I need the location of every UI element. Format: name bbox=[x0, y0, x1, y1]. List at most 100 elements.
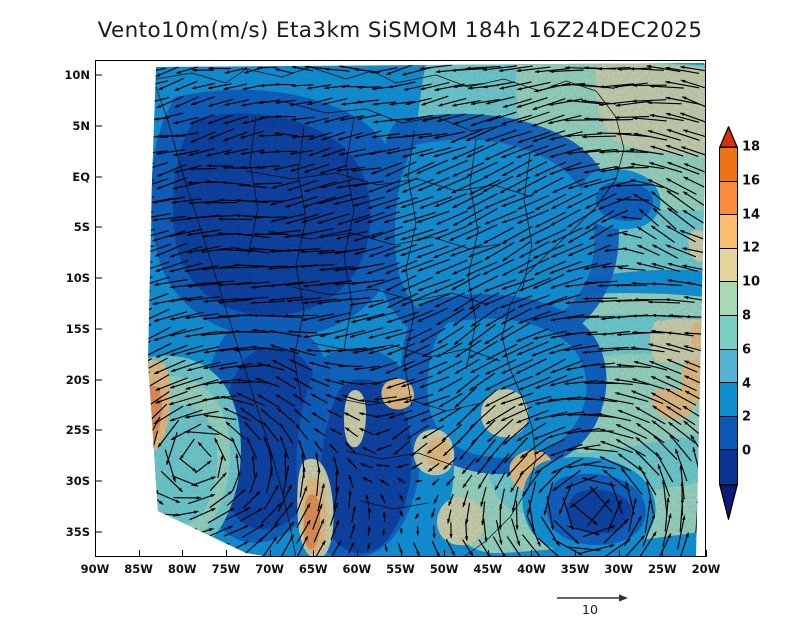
wind-vector bbox=[257, 394, 280, 408]
wind-vector bbox=[339, 380, 361, 385]
wind-vector bbox=[433, 146, 467, 158]
wind-vector bbox=[635, 406, 666, 425]
wind-vector bbox=[200, 247, 235, 254]
wind-vector bbox=[434, 193, 467, 208]
wind-vector bbox=[222, 83, 248, 90]
colorbar-band bbox=[720, 181, 737, 216]
wind-vector bbox=[168, 394, 202, 406]
wind-vector bbox=[566, 208, 597, 228]
wind-vector bbox=[266, 466, 273, 494]
colorbar-bands bbox=[719, 147, 738, 485]
wind-vector bbox=[148, 326, 171, 344]
wind-vector bbox=[515, 66, 551, 73]
wind-vector bbox=[521, 534, 545, 556]
wind-vector bbox=[681, 264, 705, 273]
wind-vector bbox=[400, 259, 434, 273]
wind-vector bbox=[470, 306, 500, 328]
wind-vector bbox=[187, 200, 220, 205]
wind-vector bbox=[503, 437, 528, 464]
wind-vector bbox=[154, 390, 188, 404]
wind-vector bbox=[516, 175, 548, 193]
wind-vector bbox=[385, 396, 413, 404]
wind-vector bbox=[442, 439, 461, 457]
wind-vector bbox=[241, 523, 265, 539]
wind-vector bbox=[452, 162, 485, 177]
wind-vector bbox=[154, 242, 187, 257]
wind-vector bbox=[353, 211, 385, 224]
wind-vector bbox=[351, 505, 356, 524]
wind-vector bbox=[435, 225, 468, 240]
wind-vector bbox=[289, 163, 316, 172]
wind-vector bbox=[549, 260, 583, 274]
wind-vector bbox=[518, 376, 551, 391]
wind-vector bbox=[482, 81, 515, 89]
wind-vector bbox=[153, 311, 188, 322]
wind-vector bbox=[646, 101, 682, 105]
wind-vector bbox=[323, 361, 347, 367]
wind-vector bbox=[151, 215, 187, 222]
wind-vector bbox=[419, 327, 446, 343]
wind-vector bbox=[179, 438, 195, 460]
wind-vector bbox=[438, 406, 463, 423]
wind-vector bbox=[563, 118, 599, 122]
wind-vector bbox=[353, 365, 381, 371]
wind-vector bbox=[185, 346, 220, 355]
wind-vector bbox=[647, 130, 681, 141]
wind-vector bbox=[483, 325, 514, 345]
wind-vector bbox=[209, 472, 227, 491]
wind-vector bbox=[679, 497, 685, 532]
wind-vector bbox=[202, 361, 238, 370]
colorbar-band bbox=[720, 349, 737, 384]
wind-vector bbox=[563, 344, 599, 352]
wind-vector bbox=[321, 148, 346, 158]
wind-vector bbox=[582, 296, 618, 301]
wind-vector bbox=[625, 480, 635, 515]
wind-vector bbox=[484, 390, 516, 407]
wind-vector bbox=[155, 260, 189, 272]
wind-vector bbox=[239, 507, 264, 522]
wind-vector bbox=[284, 248, 320, 253]
wind-vector bbox=[385, 177, 418, 193]
wind-vector bbox=[401, 148, 433, 158]
wind-vector bbox=[376, 444, 392, 451]
wind-vector bbox=[613, 166, 649, 170]
wind-vector bbox=[155, 344, 189, 358]
wind-vector bbox=[352, 180, 384, 188]
wind-vector bbox=[682, 405, 705, 425]
wind-vector bbox=[485, 308, 516, 327]
wind-vector bbox=[308, 361, 331, 369]
wind-vector bbox=[246, 437, 258, 460]
wind-vector bbox=[485, 343, 518, 361]
y-tick-label: 10S bbox=[65, 271, 90, 286]
wind-vector bbox=[291, 116, 315, 121]
wind-vector bbox=[368, 295, 402, 308]
wind-vector bbox=[272, 359, 297, 374]
wind-vector bbox=[371, 133, 400, 139]
wind-vector bbox=[629, 179, 664, 189]
wind-vector bbox=[665, 375, 697, 392]
wind-vector bbox=[562, 497, 574, 531]
wind-vector bbox=[350, 262, 385, 271]
wind-vector bbox=[268, 296, 304, 302]
wind-vector bbox=[400, 291, 433, 307]
wind-vector bbox=[500, 307, 533, 325]
wind-vector bbox=[455, 374, 480, 394]
wind-vector bbox=[318, 266, 354, 272]
colorbar-band bbox=[720, 383, 737, 417]
wind-vector bbox=[270, 213, 305, 223]
wind-vector bbox=[402, 357, 433, 372]
wind-vector bbox=[610, 481, 623, 515]
wind-vector bbox=[445, 476, 456, 487]
wind-vector bbox=[515, 500, 519, 531]
wind-vector bbox=[581, 349, 614, 354]
wind-vector bbox=[225, 507, 251, 521]
wind-vector bbox=[580, 544, 615, 554]
x-tick-label: 40W bbox=[517, 562, 546, 576]
wind-vector bbox=[362, 477, 373, 483]
wind-vector bbox=[454, 358, 480, 375]
wind-vector bbox=[206, 425, 233, 442]
wind-vector bbox=[386, 378, 416, 389]
y-tick-mark bbox=[95, 328, 102, 330]
wind-vector bbox=[501, 358, 534, 374]
